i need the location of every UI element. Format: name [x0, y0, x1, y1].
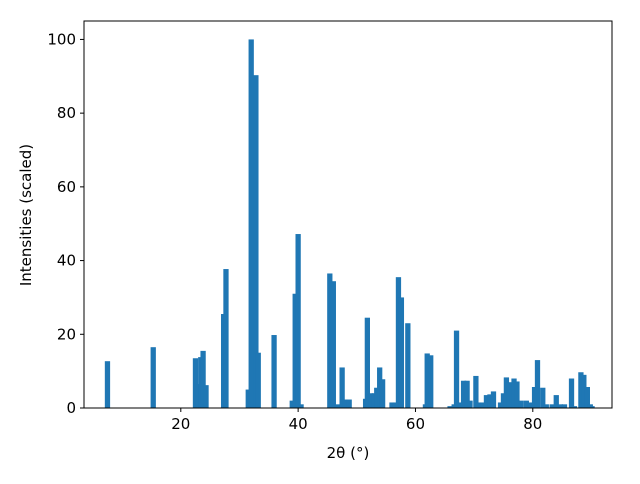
- bar: [424, 353, 430, 408]
- bar: [549, 404, 555, 408]
- bar: [458, 402, 464, 408]
- bar: [464, 380, 470, 408]
- bar: [473, 375, 479, 408]
- bar: [487, 394, 493, 408]
- bar: [511, 378, 517, 408]
- bar: [447, 406, 453, 408]
- bar: [523, 400, 529, 408]
- bar: [346, 399, 352, 408]
- bar: [490, 391, 497, 408]
- bar: [497, 402, 504, 408]
- bar: [364, 317, 370, 408]
- bar: [518, 400, 524, 408]
- bar: [150, 347, 156, 408]
- plot-frame: [83, 20, 613, 409]
- bar: [334, 404, 341, 408]
- bar: [557, 404, 564, 408]
- bar: [527, 402, 533, 408]
- bar: [292, 293, 298, 408]
- bar: [581, 374, 587, 408]
- bar: [460, 380, 467, 408]
- bar: [253, 75, 259, 409]
- bar: [480, 402, 486, 408]
- y-axis-label: Intensities (scaled): [17, 144, 35, 286]
- y-tick-label: 20: [57, 325, 76, 343]
- bar: [368, 393, 374, 408]
- x-axis-label: 2θ (°): [327, 444, 370, 462]
- bar: [327, 273, 333, 408]
- bar: [568, 378, 575, 408]
- bar: [379, 379, 386, 408]
- bar: [374, 387, 380, 408]
- bar: [389, 402, 395, 408]
- bar: [245, 389, 251, 408]
- bar: [295, 234, 301, 408]
- bar: [531, 386, 538, 408]
- bar: [405, 323, 411, 408]
- bar: [339, 367, 345, 408]
- bar: [503, 377, 510, 408]
- bar: [377, 367, 383, 408]
- bar: [571, 406, 578, 408]
- bar: [543, 404, 549, 408]
- bar: [514, 381, 520, 408]
- y-tick-label: 0: [66, 399, 76, 417]
- x-tick-label: 40: [289, 415, 308, 433]
- y-tick-label: 80: [57, 104, 76, 122]
- y-tick-label: 60: [57, 178, 76, 196]
- bar: [578, 372, 584, 408]
- bar: [104, 361, 111, 408]
- bar: [255, 352, 261, 408]
- bar: [223, 269, 229, 408]
- bar: [475, 402, 481, 408]
- x-tick-label: 60: [406, 415, 425, 433]
- x-tick-label: 80: [523, 415, 542, 433]
- bar: [200, 350, 206, 408]
- bar: [534, 360, 541, 408]
- x-tick-label: 20: [171, 415, 190, 433]
- bar: [271, 335, 277, 408]
- bar: [500, 393, 507, 408]
- y-tick-label: 100: [47, 30, 76, 48]
- bar: [506, 382, 512, 408]
- bar: [453, 330, 460, 408]
- bar: [203, 385, 209, 408]
- bar: [483, 395, 490, 408]
- bar: [561, 404, 568, 408]
- bar: [395, 277, 402, 408]
- bar: [398, 297, 405, 408]
- bar: [289, 400, 295, 408]
- bar: [553, 395, 559, 408]
- bar: [467, 400, 473, 408]
- bar: [248, 39, 254, 409]
- bar: [584, 386, 590, 408]
- bar: [540, 387, 546, 408]
- bar: [589, 406, 595, 408]
- bar: [392, 402, 399, 408]
- y-tick-label: 40: [57, 252, 76, 270]
- bar: [298, 404, 304, 408]
- bar: [428, 355, 434, 408]
- bar: [192, 358, 199, 408]
- bar: [330, 281, 336, 408]
- bar: [342, 399, 348, 408]
